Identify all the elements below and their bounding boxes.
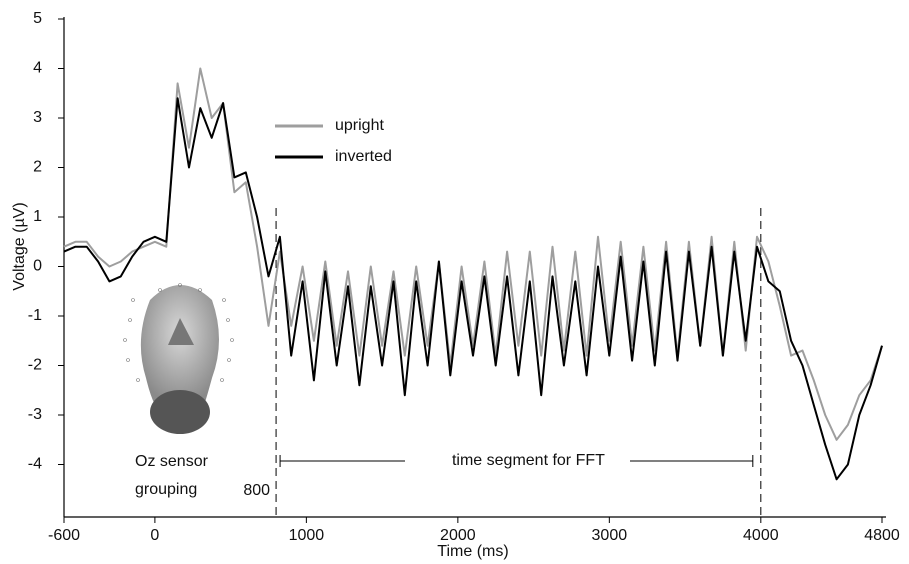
x-tick-label: 0: [150, 527, 159, 544]
legend-label: upright: [335, 117, 384, 134]
x-tick-label: 4800: [864, 527, 900, 544]
y-tick-label: -3: [28, 406, 42, 423]
y-tick-label: 4: [33, 60, 42, 77]
y-tick-label: 2: [33, 159, 42, 176]
x-tick-label: 1000: [289, 527, 325, 544]
y-tick-label: 1: [33, 208, 42, 225]
sensor-head: [123, 283, 234, 434]
marker-label: 800: [243, 482, 270, 499]
inset-label: Oz sensor: [135, 453, 209, 470]
y-tick-label: -2: [28, 357, 42, 374]
series-line: [63, 97, 883, 481]
segment-label-bg: [405, 450, 630, 472]
x-tick-label: 2000: [440, 527, 476, 544]
y-tick-label: -1: [28, 307, 42, 324]
segment-label: time segment for FFT: [452, 452, 605, 469]
y-tick-label: 0: [33, 258, 42, 275]
y-tick-label: -4: [28, 456, 42, 473]
x-tick-label: 4000: [743, 527, 779, 544]
x-tick-label: 3000: [592, 527, 628, 544]
x-tick-label: -600: [48, 527, 80, 544]
y-axis-label: Voltage (µV): [11, 202, 28, 290]
inset-label: grouping: [135, 481, 197, 498]
y-tick-label: 3: [33, 109, 42, 126]
y-tick-label: 5: [33, 10, 42, 27]
series-line: [63, 67, 883, 441]
legend-label: inverted: [335, 148, 392, 165]
x-axis-label: Time (ms): [437, 543, 508, 560]
